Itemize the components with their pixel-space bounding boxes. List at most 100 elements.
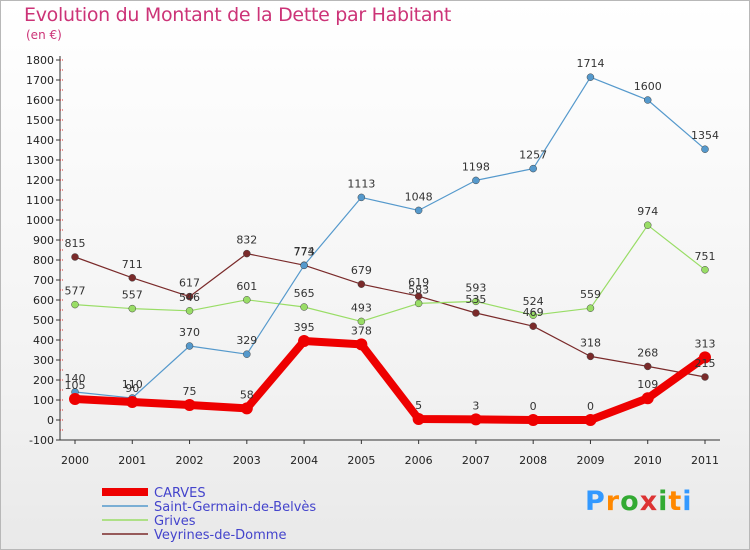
data-point [643, 221, 652, 229]
data-label: 75 [183, 385, 197, 398]
data-point [357, 193, 366, 202]
y-tick-label: 200 [33, 374, 54, 387]
legend-label: CARVES [154, 486, 206, 501]
data-point [701, 266, 709, 274]
data-label: 1198 [462, 160, 490, 173]
data-label: 565 [294, 287, 315, 300]
y-tick-label: 100 [33, 394, 54, 407]
logo-letter: i [682, 486, 693, 517]
logo-letter: x [639, 486, 659, 517]
data-label: 546 [179, 291, 200, 304]
legend-label: Veyrines-de-Domme [154, 528, 286, 543]
data-point [185, 342, 194, 350]
y-tick-label: 400 [33, 334, 54, 347]
data-label: 601 [236, 280, 257, 293]
x-tick-label: 2011 [691, 454, 719, 467]
data-label: 58 [240, 388, 254, 401]
data-label: 832 [236, 234, 257, 247]
data-point [527, 414, 540, 426]
data-point [414, 206, 423, 215]
data-point [243, 296, 251, 304]
x-tick-label: 2003 [233, 454, 261, 467]
data-point [472, 297, 480, 306]
data-point [584, 414, 597, 426]
data-point [529, 322, 537, 330]
data-label: 109 [637, 378, 658, 391]
data-label: 378 [351, 324, 372, 337]
series-lines [69, 73, 711, 426]
data-point [300, 303, 308, 311]
data-label: 1048 [405, 190, 433, 203]
data-point [71, 253, 79, 261]
data-label: 617 [179, 277, 200, 290]
data-label: 395 [294, 321, 315, 334]
data-label: 1354 [691, 129, 719, 142]
data-point [643, 362, 652, 371]
x-tick-label: 2007 [462, 454, 490, 467]
data-point [586, 304, 595, 312]
legend-label: Saint-Germain-de-Belvès [154, 500, 316, 515]
data-label: 815 [65, 237, 86, 250]
data-label: 493 [351, 301, 372, 314]
data-label: 524 [523, 295, 544, 308]
data-point [529, 311, 537, 319]
x-tick-label: 2006 [405, 454, 433, 467]
legend-label: Grives [154, 514, 196, 529]
axes: -100010020030040050060070080090010001100… [26, 54, 720, 467]
data-point [243, 249, 251, 258]
data-label: 313 [695, 337, 716, 350]
x-tick-label: 2010 [634, 454, 662, 467]
x-tick-label: 2009 [576, 454, 604, 467]
data-label: 535 [465, 293, 486, 306]
data-point [529, 164, 537, 173]
data-label: 577 [65, 285, 86, 298]
data-label: 105 [65, 379, 86, 392]
data-point [472, 176, 480, 185]
data-label: 318 [580, 336, 601, 349]
data-label: 559 [580, 288, 601, 301]
data-label: 140 [65, 372, 86, 385]
data-point [69, 393, 81, 405]
y-tick-label: 1600 [26, 94, 54, 107]
data-point [701, 373, 709, 381]
data-label: 751 [695, 250, 716, 263]
data-label: 593 [465, 281, 486, 294]
data-label: 0 [530, 400, 537, 413]
x-tick-label: 2001 [118, 454, 146, 467]
data-point [586, 73, 595, 81]
data-point [412, 413, 425, 425]
chart-title: Evolution du Montant de la Dette par Hab… [24, 4, 452, 26]
logo-letter: r [605, 486, 621, 517]
y-tick-label: 1300 [26, 154, 54, 167]
y-tick-label: 1200 [26, 174, 54, 187]
series-line-2 [74, 224, 706, 322]
data-labels: 815 711 617 832 774 679 619 535 469 318 268 215 577 5… [65, 57, 720, 413]
data-label: 3 [472, 399, 479, 412]
y-tick-label: 1700 [26, 74, 54, 87]
logo-letter: P [585, 486, 606, 517]
data-label: 1257 [519, 149, 547, 162]
chart-subtitle: (en €) [26, 28, 62, 42]
logo-letter: o [620, 486, 640, 517]
proxiti-logo: Proxiti [585, 486, 693, 517]
data-point [643, 96, 652, 104]
y-tick-label: 1800 [26, 54, 54, 67]
data-label: 711 [122, 258, 143, 271]
data-point [357, 317, 366, 326]
x-tick-label: 2000 [61, 454, 89, 467]
data-label: 1714 [576, 57, 604, 70]
series-line-3 [74, 253, 706, 378]
data-label: 583 [408, 283, 429, 296]
series-line-0 [71, 337, 709, 424]
y-tick-label: 1100 [26, 194, 54, 207]
data-point [298, 335, 311, 347]
y-tick-label: 300 [33, 354, 54, 367]
data-point [243, 350, 251, 358]
data-label: 110 [122, 378, 143, 391]
data-label: 774 [294, 245, 315, 258]
data-point [185, 292, 194, 301]
data-label: 469 [523, 306, 544, 319]
data-label: 619 [408, 276, 429, 289]
data-label: 974 [637, 205, 658, 218]
